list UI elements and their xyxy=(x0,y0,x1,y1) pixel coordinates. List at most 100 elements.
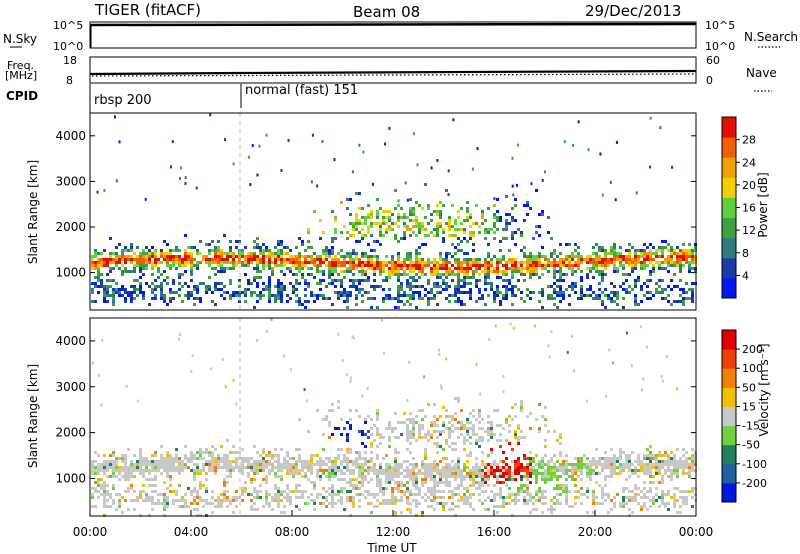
heatmap-cell xyxy=(282,354,285,358)
heatmap-cell xyxy=(376,481,379,484)
heatmap-cell xyxy=(355,267,358,270)
heatmap-cell xyxy=(649,481,652,484)
heatmap-cell xyxy=(487,433,490,436)
heatmap-cell xyxy=(505,472,508,475)
heatmap-cell xyxy=(493,297,496,300)
heatmap-cell xyxy=(499,433,502,436)
heatmap-cell xyxy=(660,375,663,379)
heatmap-cell xyxy=(541,273,544,276)
heatmap-cell xyxy=(427,472,430,475)
heatmap-cell xyxy=(436,210,439,213)
heatmap-cell xyxy=(607,463,610,466)
heatmap-cell xyxy=(460,264,463,267)
heatmap-cell xyxy=(220,264,223,267)
heatmap-cell xyxy=(436,270,439,273)
heatmap-cell xyxy=(160,261,163,264)
heatmap-cell xyxy=(574,463,577,466)
heatmap-cell xyxy=(592,496,595,499)
cpid-segment-1: rbsp 200 xyxy=(94,93,152,108)
heatmap-cell xyxy=(103,460,106,463)
heatmap-cell xyxy=(475,258,478,261)
heatmap-cell xyxy=(103,502,106,505)
heatmap-cell xyxy=(601,276,604,279)
heatmap-cell xyxy=(256,258,259,261)
heatmap-cell xyxy=(346,499,349,502)
heatmap-cell xyxy=(430,273,433,276)
heatmap-cell xyxy=(595,294,598,297)
heatmap-cell xyxy=(229,502,232,505)
heatmap-cell xyxy=(427,300,430,303)
heatmap-cell xyxy=(157,499,160,502)
heatmap-cell xyxy=(91,258,94,261)
heatmap-cell xyxy=(424,436,427,439)
heatmap-cell xyxy=(655,457,658,460)
heatmap-cell xyxy=(340,261,343,264)
colorbar-swatch xyxy=(722,387,736,407)
heatmap-cell xyxy=(256,294,259,297)
heatmap-cell xyxy=(622,463,625,466)
heatmap-cell xyxy=(541,472,544,475)
heatmap-cell xyxy=(232,294,235,297)
heatmap-cell xyxy=(169,469,172,472)
heatmap-cell xyxy=(628,469,631,472)
heatmap-cell xyxy=(103,463,106,466)
heatmap-cell xyxy=(547,270,550,273)
heatmap-cell xyxy=(433,508,436,511)
heatmap-cell xyxy=(397,240,400,243)
heatmap-cell xyxy=(433,403,436,406)
heatmap-cell xyxy=(235,451,238,454)
heatmap-cell xyxy=(412,466,415,469)
heatmap-cell xyxy=(199,261,202,264)
heatmap-cell xyxy=(421,418,424,421)
heatmap-cell xyxy=(136,288,139,291)
heatmap-cell xyxy=(268,472,271,475)
heatmap-cell xyxy=(541,475,544,478)
heatmap-cell xyxy=(466,418,469,421)
heatmap-cell xyxy=(370,427,373,430)
heatmap-cell xyxy=(205,490,208,493)
heatmap-cell xyxy=(586,399,589,403)
colorbar-tick-label: 8 xyxy=(742,247,749,260)
heatmap-cell xyxy=(316,184,319,188)
heatmap-cell xyxy=(100,264,103,267)
heatmap-cell xyxy=(430,433,433,436)
heatmap-cell xyxy=(481,460,484,463)
heatmap-cell xyxy=(337,478,340,481)
heatmap-cell xyxy=(682,490,685,493)
heatmap-cell xyxy=(196,490,199,493)
colorbar-tick-label: 100 xyxy=(742,362,763,375)
heatmap-cell xyxy=(124,469,127,472)
heatmap-cell xyxy=(352,478,355,481)
heatmap-cell xyxy=(553,469,556,472)
heatmap-cell xyxy=(496,493,499,496)
heatmap-cell xyxy=(568,285,571,288)
heatmap-cell xyxy=(412,297,415,300)
heatmap-cell xyxy=(454,300,457,303)
heatmap-cell xyxy=(397,216,400,219)
heatmap-cell xyxy=(682,252,685,255)
heatmap-cell xyxy=(511,285,514,288)
heatmap-cell xyxy=(250,252,253,255)
heatmap-cell xyxy=(253,255,256,258)
heatmap-cell xyxy=(649,505,652,508)
heatmap-cell xyxy=(145,469,148,472)
heatmap-cell xyxy=(124,454,127,457)
power-y-axis-label: Slant Range [km] xyxy=(26,160,40,264)
heatmap-cell xyxy=(391,273,394,276)
heatmap-cell xyxy=(511,276,514,279)
heatmap-cell xyxy=(544,258,547,261)
heatmap-cell xyxy=(409,418,412,421)
heatmap-cell xyxy=(163,496,166,499)
heatmap-cell xyxy=(427,303,430,306)
heatmap-cell xyxy=(325,475,328,478)
heatmap-cell xyxy=(385,499,388,502)
heatmap-cell xyxy=(322,502,325,505)
heatmap-cell xyxy=(340,487,343,490)
heatmap-cell xyxy=(448,469,451,472)
heatmap-cell xyxy=(529,273,532,276)
heatmap-cell xyxy=(370,255,373,258)
heatmap-cell xyxy=(550,457,553,460)
heatmap-cell xyxy=(445,288,448,291)
heatmap-cell xyxy=(325,505,328,508)
heatmap-cell xyxy=(367,276,370,279)
